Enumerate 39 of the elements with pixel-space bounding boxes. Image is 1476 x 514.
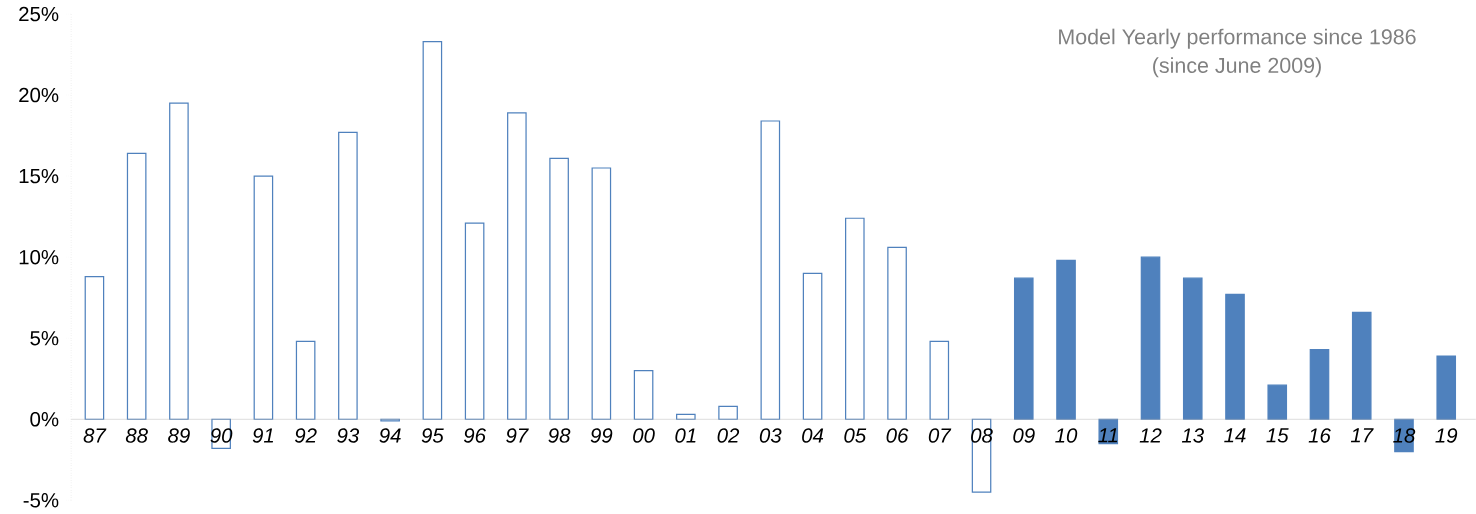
text: Model Yearly performance since 1986	[1059, 28, 1416, 49]
x-tick-label: 94	[379, 428, 401, 443]
y-tick-label: 20%	[19, 87, 59, 103]
x-tick-label: 99	[590, 428, 613, 443]
x-tick-label: 89	[168, 428, 190, 443]
y-tick-label: 25%	[19, 6, 59, 22]
y-tick-label: 0%	[30, 411, 59, 427]
x-tick-label: 92	[294, 428, 317, 443]
x-tick-label: 11	[1098, 428, 1118, 443]
x-tick-label: 87	[83, 428, 107, 443]
x-tick-label: 06	[886, 428, 909, 443]
x-tick-label: 01	[675, 428, 696, 443]
x-tick-label: 12	[1139, 428, 1162, 443]
x-tick-label: 00	[633, 428, 655, 443]
y-tick-label: 5%	[30, 330, 59, 346]
x-tick-label: 88	[125, 428, 148, 443]
x-tick-label: 02	[717, 428, 740, 443]
x-tick-label: 03	[759, 428, 782, 443]
x-tick-label: 04	[802, 428, 824, 443]
x-tick-label: 95	[421, 428, 444, 443]
x-tick-label: 15	[1266, 428, 1289, 443]
x-tick-label: 17	[1350, 428, 1374, 443]
x-tick-label: 97	[506, 428, 529, 443]
x-tick-label: 16	[1308, 428, 1331, 443]
y-tick-label: -5%	[23, 492, 59, 508]
x-tick-label: 10	[1055, 428, 1078, 443]
x-tick-label: 93	[337, 428, 360, 443]
x-tick-label: 05	[844, 428, 867, 443]
x-tick-label: 19	[1435, 428, 1458, 443]
x-tick-label: 98	[548, 428, 571, 443]
y-tick-label: 15%	[19, 168, 59, 184]
x-tick-label: 96	[463, 428, 486, 443]
x-tick-label: 13	[1181, 428, 1204, 443]
x-tick-label: 14	[1224, 428, 1246, 443]
text: (since June 2009)	[1153, 57, 1321, 78]
y-tick-label: 10%	[19, 249, 59, 265]
x-tick-label: 07	[928, 428, 952, 443]
x-tick-label: 09	[1013, 428, 1035, 443]
x-tick-label: 91	[252, 428, 274, 443]
